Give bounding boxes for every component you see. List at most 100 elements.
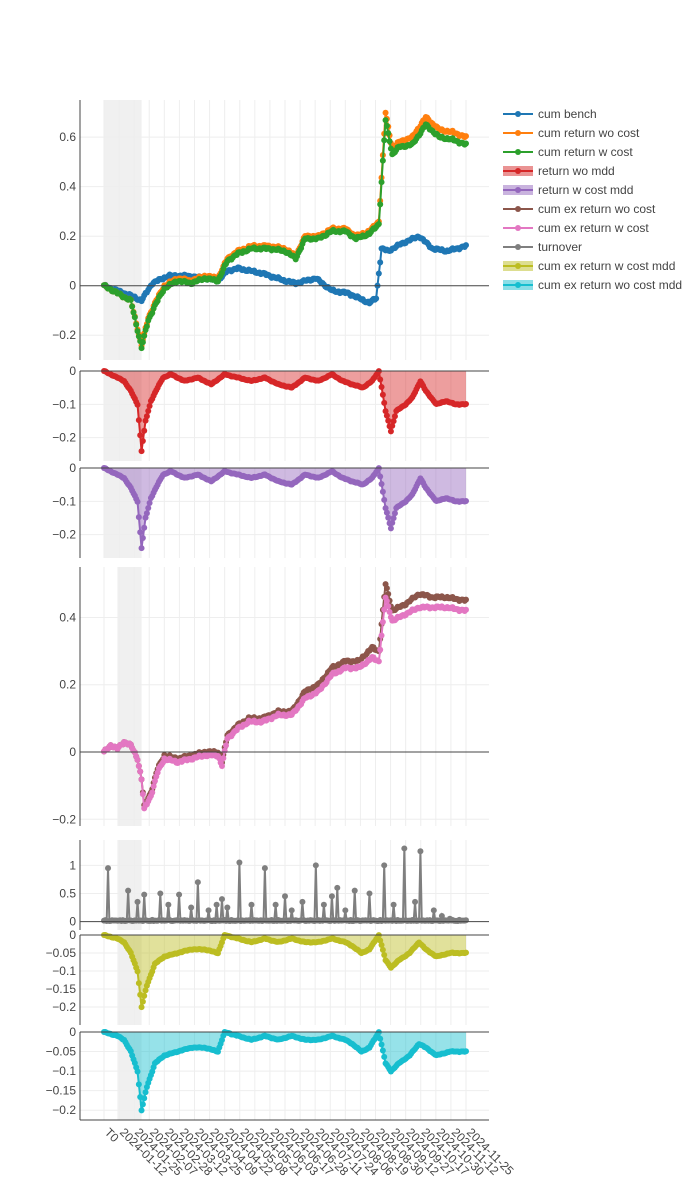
data-point	[385, 130, 392, 137]
data-point	[261, 865, 268, 872]
y-tick-label: −0.1	[52, 1064, 76, 1078]
data-point	[463, 949, 469, 956]
data-point	[125, 887, 132, 894]
y-tick-label: 1	[69, 858, 76, 872]
y-tick-label: −0.2	[52, 328, 76, 342]
data-point	[379, 1047, 386, 1054]
data-point	[351, 887, 358, 894]
data-point	[463, 400, 469, 407]
y-tick-label: 0	[69, 279, 76, 293]
legend-item[interactable]: return wo mdd	[503, 164, 615, 178]
shaded-period	[104, 371, 142, 461]
data-point	[299, 898, 306, 905]
legend-item[interactable]: cum return wo cost	[503, 126, 640, 140]
data-point	[381, 1053, 388, 1060]
data-point	[379, 157, 386, 164]
data-point	[157, 890, 164, 897]
legend-item[interactable]: cum ex return wo cost mdd	[503, 278, 682, 292]
data-point	[141, 332, 148, 339]
data-point	[312, 862, 319, 869]
data-point	[127, 296, 134, 303]
legend-label: cum ex return w cost mdd	[538, 259, 675, 273]
series-cum-ex-return-w-cost	[101, 594, 469, 812]
data-point	[382, 117, 389, 124]
data-point	[143, 413, 150, 420]
y-tick-label: 0	[69, 461, 76, 475]
data-point	[149, 789, 156, 796]
legend-swatch-marker	[515, 149, 521, 155]
legend[interactable]: cum bench cum return wo cost cum return w …	[503, 107, 682, 292]
data-point	[390, 901, 397, 908]
data-point	[383, 122, 390, 129]
data-point	[381, 606, 388, 613]
data-point	[377, 937, 384, 944]
legend-item[interactable]: turnover	[503, 240, 582, 254]
data-point	[430, 907, 437, 914]
data-point	[377, 201, 384, 208]
data-point	[135, 762, 142, 769]
legend-label: turnover	[538, 240, 582, 254]
legend-item[interactable]: cum bench	[503, 107, 597, 121]
data-point	[373, 295, 380, 302]
legend-item[interactable]: cum ex return wo cost	[503, 202, 656, 216]
data-point	[377, 376, 384, 383]
data-point	[378, 480, 385, 487]
data-point	[382, 109, 389, 116]
legend-item[interactable]: cum ex return w cost	[503, 221, 649, 235]
series-cum-return-w-cost	[101, 117, 469, 352]
data-point	[133, 321, 140, 328]
y-tick-label: 0	[69, 1025, 76, 1039]
data-point	[378, 632, 385, 639]
data-point	[379, 488, 386, 495]
y-tick-label: −0.15	[46, 982, 77, 996]
data-point	[145, 408, 152, 415]
legend-swatch-marker	[515, 263, 521, 269]
data-point	[463, 133, 469, 140]
legend-swatch-marker	[515, 282, 521, 288]
data-point	[334, 884, 341, 891]
data-point	[139, 535, 146, 542]
legend-swatch-marker	[515, 244, 521, 250]
data-point	[135, 1081, 142, 1088]
data-point	[288, 907, 295, 914]
data-point	[381, 399, 388, 406]
data-point	[320, 901, 327, 908]
y-tick-label: −0.2	[52, 431, 76, 445]
data-point	[386, 609, 393, 616]
legend-item[interactable]: cum ex return w cost mdd	[503, 259, 675, 273]
y-tick-label: −0.15	[46, 1084, 77, 1098]
data-point	[134, 401, 141, 408]
data-point	[378, 383, 385, 390]
data-point	[463, 497, 469, 504]
data-point	[146, 499, 153, 506]
legend-swatch-marker	[515, 111, 521, 117]
data-point	[221, 747, 228, 754]
data-point	[134, 968, 141, 975]
data-point	[138, 345, 145, 352]
data-point	[378, 179, 385, 186]
data-point	[224, 904, 231, 911]
data-point	[390, 418, 397, 425]
legend-label: cum return wo cost	[538, 126, 640, 140]
data-point	[385, 417, 392, 424]
data-point	[463, 1048, 469, 1055]
data-point	[218, 896, 225, 903]
legend-label: cum ex return wo cost mdd	[538, 278, 682, 292]
legend-swatch-marker	[515, 225, 521, 231]
data-point	[131, 314, 138, 321]
data-point	[134, 898, 141, 905]
legend-item[interactable]: return w cost mdd	[503, 183, 633, 197]
data-point	[389, 422, 396, 429]
data-point	[129, 303, 136, 310]
data-point	[218, 762, 225, 769]
data-point	[383, 509, 390, 516]
data-point	[383, 412, 390, 419]
data-point	[282, 893, 288, 900]
data-point	[382, 505, 389, 512]
data-point	[381, 496, 388, 503]
legend-item[interactable]: cum return w cost	[503, 145, 633, 159]
data-point	[141, 427, 148, 434]
data-point	[375, 221, 382, 228]
y-tick-label: −0.2	[52, 1103, 76, 1117]
